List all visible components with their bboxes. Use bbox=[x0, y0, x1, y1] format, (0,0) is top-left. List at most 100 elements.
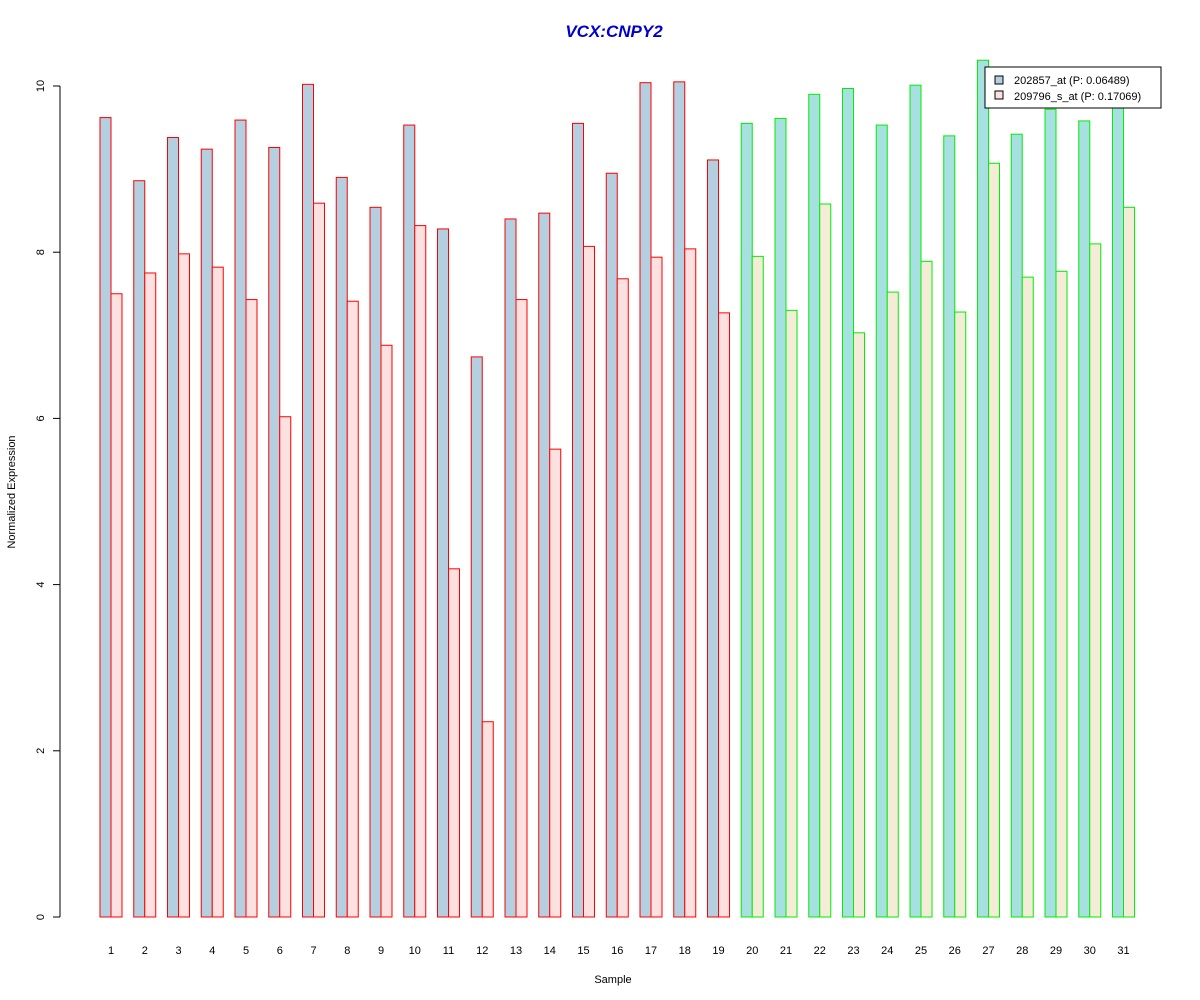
x-tick-label: 29 bbox=[1050, 945, 1062, 957]
x-tick-label: 20 bbox=[746, 945, 758, 957]
x-tick-label: 12 bbox=[476, 945, 488, 957]
x-tick-label: 19 bbox=[712, 945, 724, 957]
bar-series-1-sample-24 bbox=[875, 124, 888, 918]
bar-series-2-sample-20 bbox=[751, 255, 764, 918]
x-tick-label: 4 bbox=[209, 945, 215, 957]
legend-entry-1: 202857_at (P: 0.06489) bbox=[1014, 75, 1130, 87]
legend-box bbox=[984, 66, 1162, 109]
bars bbox=[99, 59, 1135, 918]
bar-series-2-sample-2 bbox=[144, 272, 157, 918]
bar-series-1-sample-11 bbox=[437, 228, 449, 918]
bar-series-2-sample-3 bbox=[178, 253, 190, 918]
bar-series-1-sample-25 bbox=[909, 84, 922, 918]
x-tick-label: 11 bbox=[443, 945, 454, 957]
bar-series-2-sample-18 bbox=[684, 248, 697, 918]
bar-series-1-sample-14 bbox=[538, 212, 551, 918]
x-tick-label: 3 bbox=[175, 945, 181, 957]
legend-swatch-2 bbox=[994, 90, 1004, 100]
bar-series-1-sample-7 bbox=[302, 83, 314, 918]
y-tick-label: 10 bbox=[35, 80, 47, 92]
bar-series-1-sample-31 bbox=[1112, 106, 1124, 918]
x-tick-label: 8 bbox=[344, 945, 350, 957]
bar-series-1-sample-16 bbox=[605, 172, 618, 918]
x-tick-label: 27 bbox=[982, 945, 994, 957]
x-tick-label: 25 bbox=[915, 945, 927, 957]
bar-series-2-sample-14 bbox=[549, 448, 562, 918]
bar-series-2-sample-11 bbox=[448, 568, 460, 918]
y-tick-label: 0 bbox=[35, 914, 47, 920]
bar-series-1-sample-30 bbox=[1078, 120, 1091, 918]
x-axis-tick-labels: 1 2 3 4 5 6 7 8 9 10 11 12 13 14 15 16 17 18 19 20 21 22 23 24 2… bbox=[108, 945, 1130, 957]
bar-series-1-sample-23 bbox=[842, 87, 854, 918]
bar-series-2-sample-21 bbox=[785, 309, 798, 918]
bar-series-2-sample-29 bbox=[1055, 270, 1068, 918]
bar-series-2-sample-5 bbox=[245, 299, 258, 918]
bar-series-1-sample-29 bbox=[1044, 108, 1057, 918]
y-tick-label: 4 bbox=[35, 582, 47, 588]
bar-series-2-sample-30 bbox=[1089, 243, 1102, 918]
x-axis-label: Sample bbox=[594, 974, 631, 986]
legend-entry-2: 209796_s_at (P: 0.17069) bbox=[1014, 91, 1141, 103]
bar-series-2-sample-4 bbox=[211, 266, 224, 918]
bar-series-2-sample-13 bbox=[515, 299, 528, 918]
x-tick-label: 15 bbox=[577, 945, 589, 957]
y-tick-label: 2 bbox=[35, 748, 47, 754]
x-tick-label: 7 bbox=[310, 945, 316, 957]
bar-series-1-sample-18 bbox=[673, 81, 686, 918]
x-tick-label: 16 bbox=[611, 945, 623, 957]
bar-series-1-sample-19 bbox=[707, 159, 719, 918]
y-tick-label: 6 bbox=[35, 415, 47, 421]
y-axis: 0 2 4 6 8 10 bbox=[35, 80, 61, 920]
bar-series-1-sample-10 bbox=[403, 124, 416, 918]
bar-series-2-sample-6 bbox=[279, 416, 292, 918]
bar-series-2-sample-15 bbox=[583, 245, 595, 918]
x-tick-label: 21 bbox=[780, 945, 792, 957]
legend: 202857_at (P: 0.06489) 209796_s_at (P: 0… bbox=[984, 66, 1162, 109]
bar-series-1-sample-9 bbox=[369, 206, 382, 918]
x-tick-label: 9 bbox=[378, 945, 384, 957]
bar-series-2-sample-7 bbox=[313, 202, 325, 918]
x-tick-label: 26 bbox=[949, 945, 961, 957]
bar-series-2-sample-27 bbox=[988, 162, 1000, 918]
bar-series-1-sample-13 bbox=[504, 218, 517, 918]
bar-series-2-sample-19 bbox=[718, 312, 730, 918]
bar-series-2-sample-31 bbox=[1123, 206, 1135, 918]
x-tick-label: 5 bbox=[243, 945, 249, 957]
x-tick-label: 31 bbox=[1117, 945, 1129, 957]
x-tick-label: 18 bbox=[679, 945, 691, 957]
bar-series-1-sample-27 bbox=[977, 59, 989, 918]
bar-series-2-sample-28 bbox=[1021, 276, 1034, 918]
x-tick-label: 14 bbox=[544, 945, 556, 957]
bar-series-2-sample-1 bbox=[110, 293, 123, 918]
x-tick-label: 17 bbox=[645, 945, 657, 957]
bar-series-2-sample-25 bbox=[920, 260, 933, 918]
x-tick-label: 24 bbox=[881, 945, 893, 957]
bar-series-2-sample-8 bbox=[346, 300, 359, 918]
bar-series-2-sample-16 bbox=[616, 278, 629, 918]
bar-series-1-sample-15 bbox=[572, 122, 584, 918]
x-tick-label: 2 bbox=[142, 945, 148, 957]
bar-series-2-sample-12 bbox=[481, 721, 494, 918]
y-tick-label: 8 bbox=[35, 249, 47, 255]
bar-series-2-sample-26 bbox=[954, 311, 967, 918]
bar-series-2-sample-17 bbox=[650, 256, 663, 918]
chart-title: VCX:CNPY2 bbox=[565, 22, 663, 41]
bar-series-1-sample-17 bbox=[639, 82, 652, 918]
bar-series-1-sample-1 bbox=[99, 117, 112, 918]
bar-series-1-sample-20 bbox=[740, 122, 753, 918]
x-tick-label: 22 bbox=[814, 945, 826, 957]
bar-series-2-sample-9 bbox=[380, 344, 393, 918]
bar-series-1-sample-22 bbox=[808, 93, 821, 918]
bar-series-1-sample-2 bbox=[133, 180, 146, 918]
bar-series-1-sample-8 bbox=[335, 176, 348, 918]
bar-series-2-sample-23 bbox=[853, 332, 865, 918]
bar-series-1-sample-21 bbox=[774, 117, 787, 918]
x-tick-label: 28 bbox=[1016, 945, 1028, 957]
x-tick-label: 23 bbox=[847, 945, 859, 957]
x-tick-label: 6 bbox=[277, 945, 283, 957]
x-tick-label: 10 bbox=[409, 945, 421, 957]
bar-series-1-sample-26 bbox=[943, 135, 956, 918]
bar-series-1-sample-5 bbox=[234, 119, 247, 918]
x-tick-label: 1 bbox=[108, 945, 114, 957]
